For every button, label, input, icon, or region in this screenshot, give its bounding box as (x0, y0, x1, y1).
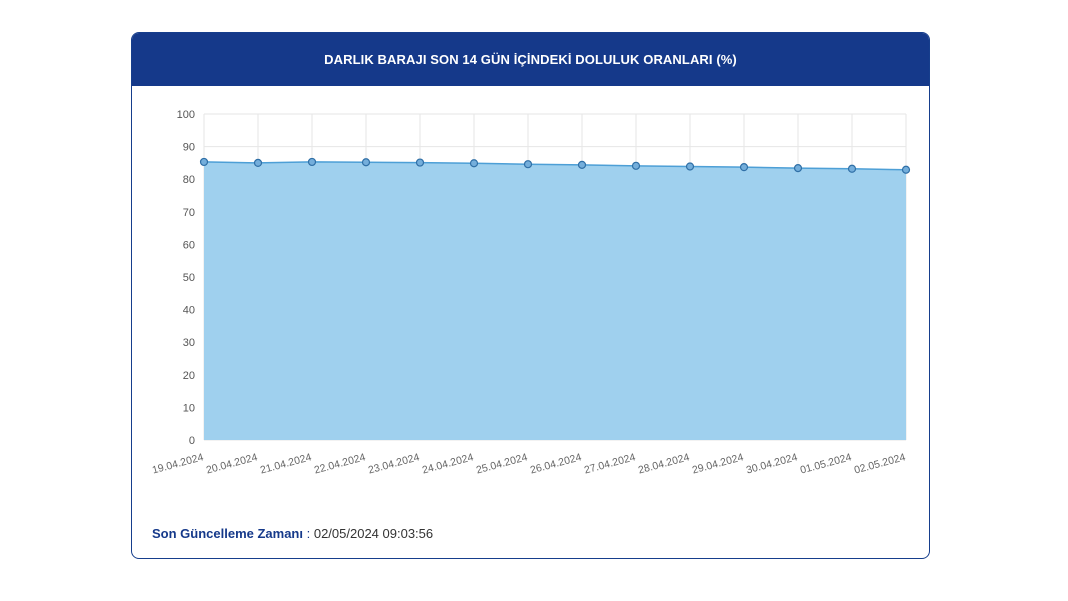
y-tick-label: 10 (183, 402, 195, 414)
data-point (199, 157, 209, 167)
last-update-separator: : (303, 526, 314, 541)
x-tick-label: 20.04.2024 (205, 451, 259, 476)
last-update: Son Güncelleme Zamanı : 02/05/2024 09:03… (152, 526, 433, 541)
last-update-label: Son Güncelleme Zamanı (152, 526, 303, 541)
series-line (203, 161, 907, 171)
y-tick-label: 50 (183, 272, 195, 284)
data-point (793, 164, 803, 173)
data-point (307, 157, 317, 167)
data-point (253, 158, 263, 168)
data-point (523, 160, 533, 169)
y-tick-label: 80 (183, 174, 195, 186)
x-tick-label: 25.04.2024 (475, 451, 529, 476)
x-tick-label: 27.04.2024 (583, 451, 637, 476)
y-tick-label: 0 (189, 435, 195, 447)
x-tick-label: 23.04.2024 (367, 451, 421, 476)
x-tick-label: 01.05.2024 (799, 451, 853, 476)
x-tick-label: 21.04.2024 (259, 451, 313, 476)
series-area (204, 161, 906, 440)
y-tick-label: 30 (183, 337, 195, 349)
y-tick-label: 70 (183, 207, 195, 219)
data-point (469, 159, 479, 168)
chart-area: 0 10 20 30 40 50 60 70 80 90 100 19.04.2024 20.04.20… (132, 86, 928, 506)
x-tick-label: 19.04.2024 (151, 451, 205, 476)
x-tick-label: 29.04.2024 (691, 451, 745, 476)
y-tick-label: 40 (183, 305, 195, 317)
data-point (577, 160, 587, 169)
chart-title: DARLIK BARAJI SON 14 GÜN İÇİNDEKİ DOLULU… (132, 33, 929, 86)
x-tick-label: 02.05.2024 (853, 451, 907, 476)
data-point (685, 162, 695, 171)
data-point (847, 164, 857, 173)
y-tick-label: 100 (177, 109, 195, 121)
last-update-value: 02/05/2024 09:03:56 (313, 526, 434, 541)
chart-card: DARLIK BARAJI SON 14 GÜN İÇİNDEKİ DOLULU… (131, 32, 930, 559)
data-point (631, 161, 641, 170)
area-chart: 0 10 20 30 40 50 60 70 80 90 100 19.04.2024 20.04.20… (151, 109, 911, 477)
y-tick-label: 90 (183, 142, 195, 154)
x-tick-label: 26.04.2024 (529, 451, 583, 476)
y-tick-label: 60 (183, 239, 195, 251)
x-tick-label: 22.04.2024 (313, 451, 367, 476)
data-point (739, 163, 749, 172)
x-tick-label: 30.04.2024 (745, 451, 799, 476)
x-tick-label: 24.04.2024 (421, 451, 475, 476)
y-tick-label: 20 (183, 370, 195, 382)
x-tick-label: 28.04.2024 (637, 451, 691, 476)
data-point (415, 158, 425, 167)
data-point (361, 158, 371, 167)
data-point (901, 165, 911, 174)
